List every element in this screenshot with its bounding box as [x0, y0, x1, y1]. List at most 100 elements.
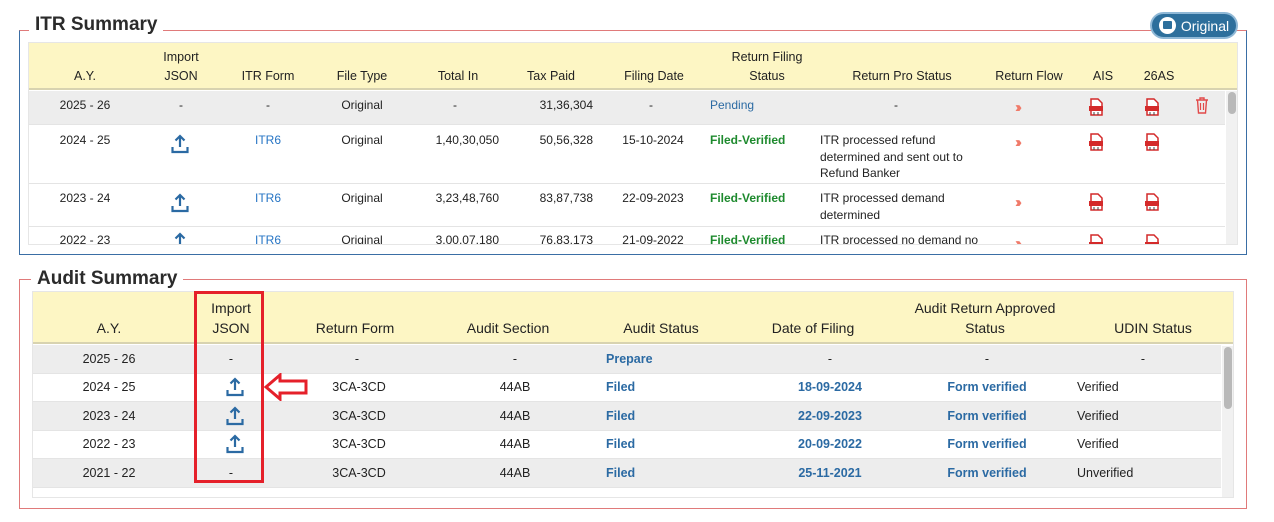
cell-udin-status: Verified	[1077, 380, 1119, 394]
cell-pro-status-line3: Refund Banker	[820, 166, 901, 180]
upload-icon[interactable]	[171, 232, 189, 244]
26as-pdf-icon[interactable]	[1144, 133, 1160, 151]
cell-audit-status[interactable]: Filed	[606, 409, 636, 423]
cell-itr-form[interactable]: ITR6	[254, 233, 281, 245]
cell-ay: 2022 - 23	[59, 233, 111, 245]
cell-status[interactable]: Filed-Verified	[710, 191, 786, 205]
col-total-in: Total In	[437, 69, 479, 83]
col-import-line2: JSON	[164, 69, 198, 83]
table-row[interactable]: 2024 - 25 ITR6 Original 1,40,30,050 50,5…	[29, 125, 1225, 184]
cell-ay: 2025 - 26	[82, 352, 136, 366]
itr-scrollbar-thumb[interactable]	[1228, 92, 1236, 114]
cell-import: -	[228, 466, 234, 480]
cell-total-in: -	[453, 98, 457, 112]
26as-pdf-icon[interactable]	[1144, 234, 1160, 244]
col-import-line2: JSON	[212, 320, 250, 336]
cell-return-form: -	[354, 352, 360, 366]
itr-table-header: A.Y. Import JSON ITR Form File Type Tota…	[29, 43, 1237, 90]
cell-ay: 2024 - 25	[82, 380, 136, 394]
cell-status[interactable]: Filed-Verified	[710, 233, 786, 245]
table-row[interactable]: 2025 - 26 - - - Prepare - - -	[33, 345, 1221, 374]
cell-filing-date: 21-09-2022	[622, 233, 684, 245]
table-row[interactable]: 2023 - 24 ITR6 Original 3,23,48,760 83,8…	[29, 184, 1225, 227]
itr-scrollbar[interactable]	[1226, 91, 1237, 244]
upload-icon[interactable]	[171, 134, 189, 154]
return-flow-icon[interactable]: ›››	[1015, 134, 1022, 151]
cell-itr-form[interactable]: ITR6	[254, 133, 281, 147]
col-file-type: File Type	[336, 69, 388, 83]
upload-icon[interactable]	[171, 193, 189, 213]
cell-approved-status[interactable]: Form verified	[947, 380, 1027, 394]
cell-pro-status-line1: ITR processed refund	[820, 133, 936, 147]
upload-icon[interactable]	[226, 406, 244, 426]
upload-icon[interactable]	[226, 377, 244, 397]
cell-audit-status[interactable]: Prepare	[606, 352, 653, 366]
ais-pdf-icon[interactable]	[1088, 133, 1104, 151]
return-flow-icon[interactable]: ›››	[1015, 194, 1022, 211]
cell-return-form: 3CA-3CD	[332, 380, 386, 394]
return-flow-icon[interactable]: ›››	[1015, 235, 1022, 245]
cell-import: -	[228, 352, 234, 366]
return-flow-icon[interactable]: ›››	[1015, 99, 1022, 116]
26as-pdf-icon[interactable]	[1144, 98, 1160, 116]
cell-filing-date: 22-09-2023	[622, 191, 684, 205]
audit-summary-title: Audit Summary	[31, 267, 184, 291]
ais-pdf-icon[interactable]	[1088, 234, 1104, 244]
cell-ay: 2025 - 26	[59, 98, 111, 112]
upload-icon[interactable]	[226, 434, 244, 454]
ais-pdf-icon[interactable]	[1088, 193, 1104, 211]
cell-total-in: 3,00,07,180	[435, 233, 499, 245]
cell-status[interactable]: Filed-Verified	[710, 133, 786, 147]
cell-ay: 2024 - 25	[59, 133, 111, 147]
table-row[interactable]: 2024 - 25 3CA-3CD 44AB Filed 18-09-2024 …	[33, 373, 1221, 402]
col-status-line2: Status	[749, 69, 785, 83]
cell-date-of-filing[interactable]: 25-11-2021	[798, 466, 862, 480]
audit-scrollbar-thumb[interactable]	[1224, 347, 1232, 409]
cell-audit-status[interactable]: Filed	[606, 466, 636, 480]
col-ay: A.Y.	[96, 320, 122, 336]
cell-audit-status[interactable]: Filed	[606, 380, 636, 394]
cell-tax-paid: 76,83,173	[539, 233, 593, 245]
cell-date-of-filing[interactable]: 20-09-2022	[798, 437, 862, 451]
col-approved-line1: Audit Return Approved	[914, 300, 1056, 316]
cell-date-of-filing[interactable]: 18-09-2024	[798, 380, 862, 394]
table-row[interactable]: 2022 - 23 3CA-3CD 44AB Filed 20-09-2022 …	[33, 430, 1221, 459]
cell-itr-form[interactable]: ITR6	[254, 191, 281, 205]
delete-icon[interactable]	[1195, 97, 1209, 114]
cell-ay: 2023 - 24	[82, 409, 136, 423]
cell-date-of-filing: -	[827, 352, 833, 366]
cell-tax-paid: 50,56,328	[539, 133, 593, 147]
cell-return-form: 3CA-3CD	[332, 466, 386, 480]
table-row[interactable]: 2023 - 24 3CA-3CD 44AB Filed 22-09-2023 …	[33, 402, 1221, 431]
audit-scrollbar[interactable]	[1222, 346, 1233, 497]
cell-approved-status: -	[984, 352, 990, 366]
col-26as: 26AS	[1143, 69, 1175, 83]
cell-approved-status[interactable]: Form verified	[947, 437, 1027, 451]
cell-audit-section: 44AB	[499, 380, 531, 394]
cell-audit-section: -	[512, 352, 518, 366]
cell-approved-status[interactable]: Form verified	[947, 409, 1027, 423]
audit-summary-fieldset	[19, 279, 1247, 509]
table-row[interactable]: 2021 - 22 - 3CA-3CD 44AB Filed 25-11-202…	[33, 459, 1221, 488]
import-json-highlight	[194, 291, 264, 483]
ais-pdf-icon[interactable]	[1088, 98, 1104, 116]
26as-pdf-icon[interactable]	[1144, 193, 1160, 211]
original-badge[interactable]: Original	[1150, 12, 1238, 39]
cell-ay: 2021 - 22	[82, 466, 136, 480]
col-filing-date: Filing Date	[624, 69, 684, 83]
cell-file-type: Original	[341, 233, 383, 245]
table-row[interactable]: 2022 - 23 ITR6 Original 3,00,07,180 76,8…	[29, 227, 1225, 245]
cell-date-of-filing[interactable]: 22-09-2023	[798, 409, 862, 423]
cell-audit-status[interactable]: Filed	[606, 437, 636, 451]
cell-udin-status: Verified	[1077, 409, 1119, 423]
cell-tax-paid: 31,36,304	[539, 98, 593, 112]
table-row[interactable]: 2025 - 26 - - Original - 31,36,304 - Pen…	[29, 91, 1225, 125]
col-return-flow: Return Flow	[995, 69, 1063, 83]
cell-total-in: 3,23,48,760	[435, 191, 499, 205]
cell-audit-section: 44AB	[499, 466, 531, 480]
cell-pro-status-line2: determined and sent out to	[820, 150, 963, 164]
cell-approved-status[interactable]: Form verified	[947, 466, 1027, 480]
col-pro-status: Return Pro Status	[852, 69, 952, 83]
cell-ay: 2023 - 24	[59, 191, 111, 205]
cell-status[interactable]: Pending	[710, 98, 755, 112]
